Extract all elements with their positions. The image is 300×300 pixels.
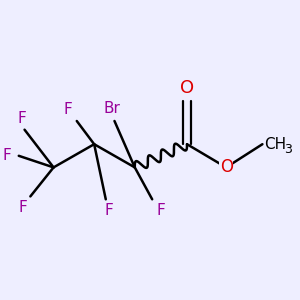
Text: O: O	[180, 79, 194, 97]
Text: F: F	[17, 111, 26, 126]
Text: Br: Br	[103, 101, 120, 116]
Text: CH: CH	[264, 137, 286, 152]
Text: O: O	[220, 158, 233, 176]
Text: F: F	[19, 200, 28, 215]
Text: F: F	[157, 203, 165, 218]
Text: F: F	[3, 148, 11, 163]
Text: F: F	[104, 203, 113, 218]
Text: 3: 3	[284, 143, 292, 156]
Text: F: F	[64, 103, 72, 118]
